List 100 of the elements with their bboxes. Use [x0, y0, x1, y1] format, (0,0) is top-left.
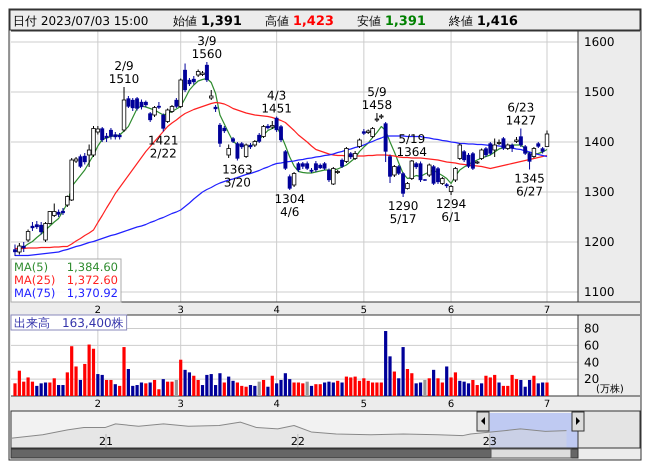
bar — [166, 382, 170, 396]
x-tick-label: 22 — [290, 435, 305, 448]
candlestick — [340, 158, 344, 168]
bar — [222, 382, 226, 396]
annotation: 1304 4/6 — [274, 192, 305, 219]
candlestick — [492, 138, 497, 158]
candlestick — [148, 112, 152, 122]
x-tick-label: 6 — [448, 305, 454, 316]
candlestick — [458, 143, 462, 160]
x-tick-label: 2 — [94, 305, 102, 316]
candlestick — [100, 126, 104, 142]
bar — [418, 382, 422, 396]
y-tick-label: 80 — [584, 322, 600, 336]
candlestick — [261, 124, 266, 138]
bar — [296, 382, 300, 396]
annotation: 4/3 1451 — [261, 88, 292, 116]
bar — [92, 348, 96, 396]
candlestick — [410, 160, 414, 180]
bar — [366, 380, 370, 396]
candlestick — [204, 62, 209, 82]
x-tick-label: 4 — [273, 305, 280, 316]
bar — [266, 386, 270, 396]
candlestick — [501, 136, 506, 150]
bar — [545, 382, 549, 396]
bar — [78, 380, 82, 396]
y-tick-label: 1500 — [584, 85, 615, 99]
x-tick-label: 3 — [178, 305, 184, 316]
candlestick — [161, 113, 166, 132]
bar — [122, 347, 126, 396]
bar — [174, 380, 178, 396]
bar — [248, 385, 252, 396]
bar — [262, 380, 266, 396]
bar — [240, 386, 244, 396]
candlestick — [244, 143, 248, 158]
bar — [349, 377, 352, 396]
candlestick — [327, 168, 331, 182]
candlestick — [544, 130, 550, 147]
y-tick-label: 1200 — [584, 235, 615, 249]
candlestick — [448, 184, 454, 196]
bar — [270, 376, 274, 396]
candlestick — [130, 98, 135, 112]
y-tick-label: 1100 — [584, 285, 615, 299]
x-tick-label: 7 — [544, 305, 550, 316]
bar — [432, 370, 436, 396]
candlestick — [209, 90, 214, 100]
candlestick — [183, 63, 188, 92]
candlestick — [344, 146, 349, 164]
bar — [218, 373, 222, 396]
bar — [152, 380, 156, 396]
annotation: 5/9 1458 — [362, 85, 392, 112]
annotation: 1345 6/27 — [514, 172, 545, 198]
bar — [26, 377, 30, 396]
text: 終値 1,416 — [448, 14, 518, 29]
x-tick-label: 23 — [482, 435, 497, 448]
y-tick-label: 60 — [584, 338, 600, 352]
annotation: 1363 3/20 — [222, 162, 253, 190]
bar — [253, 386, 256, 396]
candlestick — [532, 146, 536, 158]
bar — [466, 383, 470, 396]
bar — [104, 380, 108, 396]
bar — [370, 382, 374, 396]
bar — [323, 382, 326, 396]
candlestick — [453, 166, 458, 182]
candlestick — [427, 163, 432, 178]
bar — [30, 382, 34, 396]
x-tick-label: 2 — [94, 399, 102, 410]
x-tick-label: 21 — [98, 435, 113, 448]
y-tick-label: 1600 — [584, 35, 615, 49]
legend: MA(5) 1,384.60 MA(25) 1,372.60 MA(75) 1,370.92 — [10, 258, 122, 302]
candlestick — [470, 152, 475, 170]
y-tick-label: 1300 — [584, 185, 615, 199]
bar — [100, 374, 104, 396]
bar — [327, 382, 331, 396]
bar — [292, 382, 296, 396]
candlestick — [283, 150, 288, 170]
bar — [258, 382, 261, 396]
bar — [406, 369, 410, 396]
y-tick-label: 1400 — [584, 135, 615, 149]
bar — [528, 380, 532, 396]
bar — [44, 382, 48, 396]
bar — [458, 380, 462, 396]
candlestick — [152, 106, 157, 118]
bar — [306, 382, 309, 396]
text: 始値 1,391 — [173, 14, 242, 29]
bar — [454, 372, 458, 396]
bar — [358, 380, 362, 396]
bar — [140, 382, 144, 396]
text: 日付 2023/07/03 15:00 — [13, 14, 148, 28]
candlestick — [174, 98, 178, 108]
candlestick — [13, 244, 17, 256]
bar — [114, 384, 117, 396]
candlestick — [165, 108, 170, 124]
bar — [275, 383, 278, 396]
bar — [109, 380, 113, 396]
bar — [332, 382, 335, 396]
bar — [227, 376, 230, 396]
candlestick — [331, 166, 336, 186]
bar — [336, 380, 340, 396]
annotation: 1290 5/17 — [388, 199, 418, 226]
x-tick-label: 5 — [360, 305, 368, 316]
